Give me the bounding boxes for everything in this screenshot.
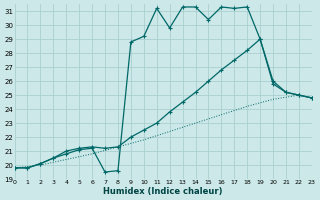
X-axis label: Humidex (Indice chaleur): Humidex (Indice chaleur) — [103, 187, 223, 196]
